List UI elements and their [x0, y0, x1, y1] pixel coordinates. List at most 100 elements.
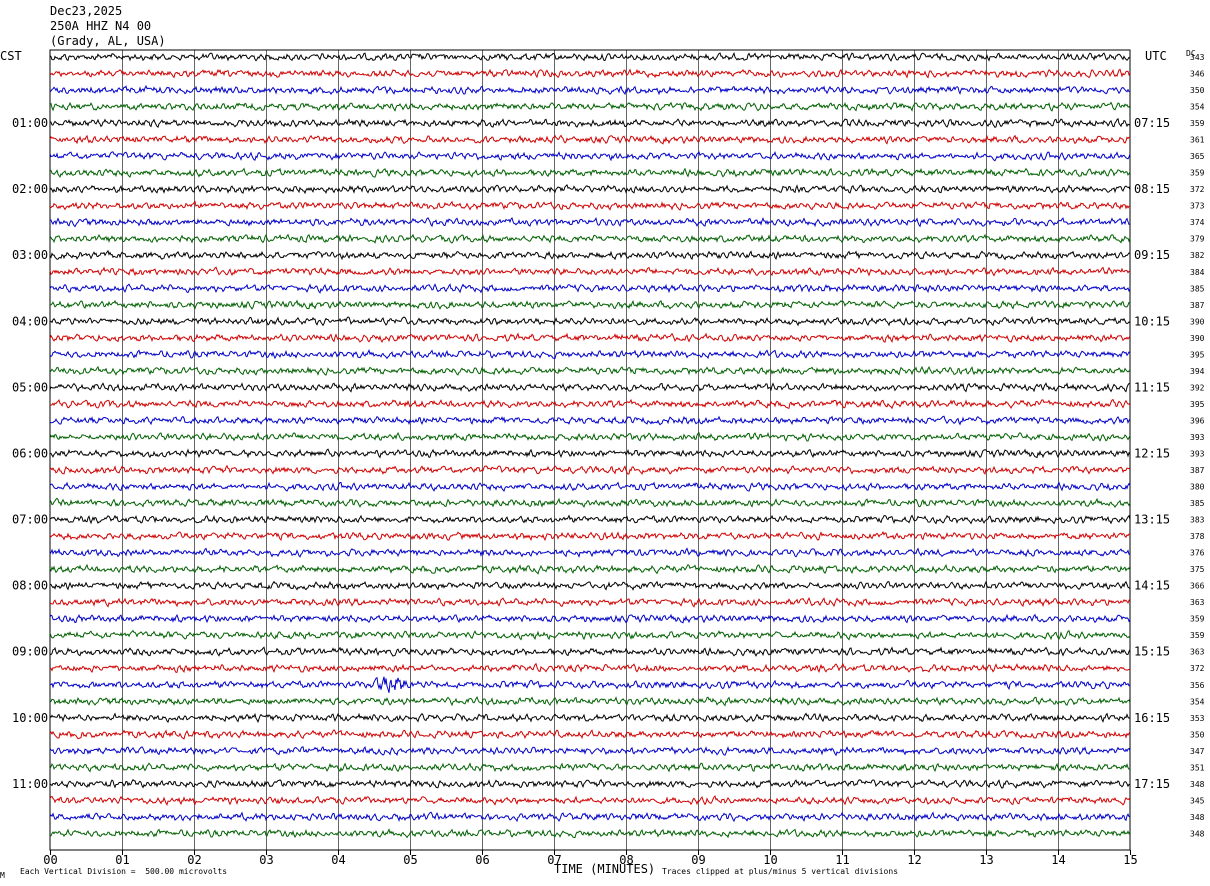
- x-tick-label: 15: [1123, 853, 1137, 867]
- trace-45: [49, 795, 1131, 806]
- trace-0: [49, 51, 1131, 62]
- dc-offset-label: 396: [1190, 416, 1205, 425]
- dc-offset-label: 348: [1190, 829, 1205, 838]
- trace-33: [49, 597, 1131, 608]
- x-tick-label: 10: [763, 853, 777, 867]
- trace-19: [49, 365, 1131, 376]
- dc-offset-label: 384: [1190, 268, 1205, 277]
- right-hour-label: 17:15: [1134, 777, 1170, 791]
- trace-42: [49, 745, 1131, 757]
- dc-offset-label: 392: [1190, 383, 1205, 392]
- dc-offset-label: 348: [1190, 813, 1205, 822]
- dc-offset-label: 359: [1190, 631, 1205, 640]
- dc-offset-label: 395: [1190, 350, 1205, 359]
- left-hour-label: 11:00: [12, 777, 48, 791]
- right-hour-label: 14:15: [1134, 579, 1170, 593]
- trace-41: [49, 729, 1131, 740]
- dc-offset-label: 394: [1190, 367, 1205, 376]
- x-tick-label: 03: [259, 853, 273, 867]
- trace-35: [49, 629, 1131, 641]
- trace-11: [49, 233, 1131, 244]
- trace-44: [49, 778, 1131, 789]
- dc-offset-label: 376: [1190, 549, 1205, 558]
- dc-offset-label: 356: [1190, 681, 1205, 690]
- trace-9: [49, 200, 1130, 211]
- dc-offset-label: 354: [1190, 103, 1205, 112]
- trace-34: [49, 613, 1131, 624]
- left-hour-label: 02:00: [12, 182, 48, 196]
- dc-offset-label: 351: [1190, 763, 1205, 772]
- x-tick-label: 12: [907, 853, 921, 867]
- dc-offset-label: 365: [1190, 152, 1205, 161]
- right-hour-label: 07:15: [1134, 116, 1170, 130]
- x-tick-label: 06: [475, 853, 489, 867]
- dc-offset-label: 387: [1190, 301, 1205, 310]
- dc-offset-label: 385: [1190, 284, 1205, 293]
- dc-offset-label: 343: [1190, 53, 1205, 62]
- dc-offset-label: 347: [1190, 747, 1205, 756]
- dc-offset-label: 359: [1190, 169, 1205, 178]
- x-axis-title: TIME (MINUTES): [554, 862, 656, 876]
- dc-offset-label: 387: [1190, 466, 1205, 475]
- dc-offset-label: 375: [1190, 565, 1205, 574]
- dc-offset-label: 379: [1190, 235, 1205, 244]
- x-tick-label: 00: [43, 853, 57, 867]
- x-tick-label: 13: [979, 853, 993, 867]
- dc-offset-label: 350: [1190, 86, 1205, 95]
- dc-offset-label: 372: [1190, 664, 1205, 673]
- trace-4: [49, 117, 1131, 129]
- trace-13: [49, 266, 1131, 277]
- left-hour-label: 08:00: [12, 579, 48, 593]
- trace-12: [49, 249, 1131, 261]
- trace-15: [49, 299, 1131, 310]
- x-tick-label: 08: [619, 853, 633, 867]
- x-tick-label: 07: [547, 853, 561, 867]
- header-station: 250A HHZ N4 00: [50, 19, 152, 33]
- trace-5: [49, 134, 1131, 145]
- x-tick-label: 04: [331, 853, 345, 867]
- trace-39: [49, 695, 1131, 707]
- x-tick-label: 14: [1051, 853, 1065, 867]
- trace-2: [49, 84, 1131, 96]
- trace-43: [49, 762, 1131, 773]
- dc-offset-label: 363: [1190, 598, 1205, 607]
- scale-note: Each Vertical Division = 500.00 microvol…: [20, 867, 228, 876]
- dc-offset-label: 345: [1190, 796, 1205, 805]
- trace-17: [49, 332, 1131, 344]
- trace-30: [49, 547, 1131, 558]
- dc-offset-label: 348: [1190, 780, 1205, 789]
- header-date: Dec23,2025: [50, 4, 123, 18]
- trace-26: [49, 481, 1131, 492]
- left-hour-label: 09:00: [12, 645, 48, 659]
- dc-offset-label: 346: [1190, 70, 1205, 79]
- x-tick-label: 02: [187, 853, 201, 867]
- x-tick-label: 05: [403, 853, 417, 867]
- dc-offset-label: 354: [1190, 697, 1205, 706]
- right-timezone-label: UTC: [1145, 49, 1167, 63]
- dc-offset-label: 350: [1190, 730, 1205, 739]
- right-hour-label: 12:15: [1134, 446, 1170, 460]
- right-hour-label: 13:15: [1134, 513, 1170, 527]
- trace-6: [49, 150, 1131, 162]
- dc-offset-label: 353: [1190, 714, 1205, 723]
- right-hour-label: 16:15: [1134, 711, 1170, 725]
- right-hour-label: 10:15: [1134, 314, 1170, 328]
- dc-offset-label: 393: [1190, 449, 1205, 458]
- right-hour-label: 15:15: [1134, 645, 1170, 659]
- trace-27: [49, 497, 1131, 509]
- left-hour-label: 06:00: [12, 446, 48, 460]
- trace-40: [49, 712, 1131, 724]
- dc-offset-label: 363: [1190, 648, 1205, 657]
- trace-3: [49, 101, 1131, 112]
- trace-21: [49, 398, 1131, 410]
- dc-offset-label: 378: [1190, 532, 1205, 541]
- trace-16: [49, 315, 1131, 327]
- dc-offset-label: 385: [1190, 499, 1205, 508]
- trace-37: [49, 662, 1131, 674]
- trace-31: [49, 563, 1131, 575]
- dc-offset-label: 395: [1190, 400, 1205, 409]
- trace-7: [50, 167, 1131, 178]
- right-hour-label: 08:15: [1134, 182, 1170, 196]
- dc-offset-label: 390: [1190, 317, 1205, 326]
